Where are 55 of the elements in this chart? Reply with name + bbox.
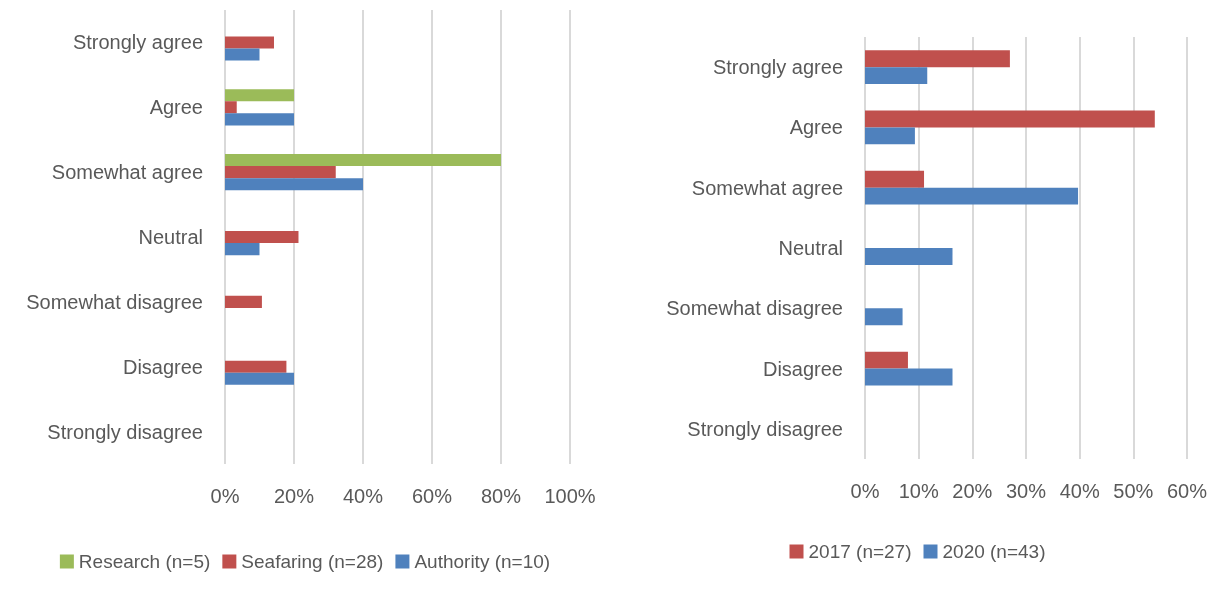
- legend-label: Research (n=5): [78, 551, 211, 572]
- bar: [225, 113, 294, 126]
- bar: [865, 248, 953, 265]
- y-tick-label: Strongly disagree: [47, 420, 203, 443]
- bar: [865, 50, 1010, 68]
- y-tick-label: Neutral: [138, 226, 203, 248]
- legend-label: Authority (n=10): [414, 551, 551, 572]
- bar: [225, 230, 299, 244]
- bar: [865, 351, 908, 369]
- bar: [225, 36, 274, 49]
- y-tick-label: Somewhat agree: [691, 176, 843, 199]
- bar: [865, 170, 925, 188]
- bar: [865, 110, 1155, 128]
- x-tick-label: 20%: [273, 485, 315, 507]
- bar: [225, 295, 262, 308]
- x-tick-label: 0%: [850, 480, 880, 502]
- y-tick-label: Somewhat disagree: [666, 297, 843, 320]
- bar: [865, 127, 915, 145]
- x-tick-label: 20%: [952, 480, 993, 502]
- x-tick-label: 30%: [1005, 480, 1047, 502]
- bar: [225, 178, 363, 191]
- bar: [225, 48, 260, 61]
- y-tick-label: Strongly disagree: [687, 417, 843, 440]
- bar: [225, 360, 287, 373]
- bar: [225, 101, 237, 114]
- x-tick-label: 60%: [1166, 480, 1208, 502]
- bar: [865, 187, 1079, 205]
- y-tick-label: Somewhat agree: [51, 161, 203, 184]
- y-tick-label: Strongly agree: [712, 56, 843, 79]
- y-tick-label: Agree: [789, 116, 843, 139]
- x-tick-label: 80%: [480, 485, 522, 507]
- y-tick-label: Disagree: [122, 355, 203, 378]
- x-tick-label: 40%: [342, 485, 384, 507]
- x-tick-label: 100%: [544, 485, 596, 507]
- y-tick-label: Neutral: [778, 237, 843, 259]
- bar: [225, 243, 260, 256]
- bar: [225, 153, 501, 167]
- legend-label: Seafaring (n=28): [241, 551, 384, 572]
- legend-label: 2017 (n=27): [808, 541, 912, 562]
- y-tick-label: Disagree: [762, 357, 843, 380]
- y-tick-label: Somewhat disagree: [26, 290, 203, 313]
- y-tick-label: Agree: [149, 96, 203, 119]
- x-tick-label: 0%: [210, 485, 240, 507]
- bar: [225, 372, 294, 385]
- bar: [865, 308, 903, 326]
- bar: [225, 166, 336, 179]
- bar: [865, 67, 928, 85]
- legend-label: 2020 (n=43): [942, 541, 1046, 562]
- x-tick-label: 50%: [1113, 480, 1154, 502]
- x-tick-label: 10%: [898, 480, 939, 502]
- x-tick-label: 60%: [411, 485, 453, 507]
- bar: [865, 368, 953, 386]
- y-tick-label: Strongly agree: [72, 31, 203, 54]
- bar: [225, 89, 294, 102]
- x-tick-label: 40%: [1059, 480, 1100, 502]
